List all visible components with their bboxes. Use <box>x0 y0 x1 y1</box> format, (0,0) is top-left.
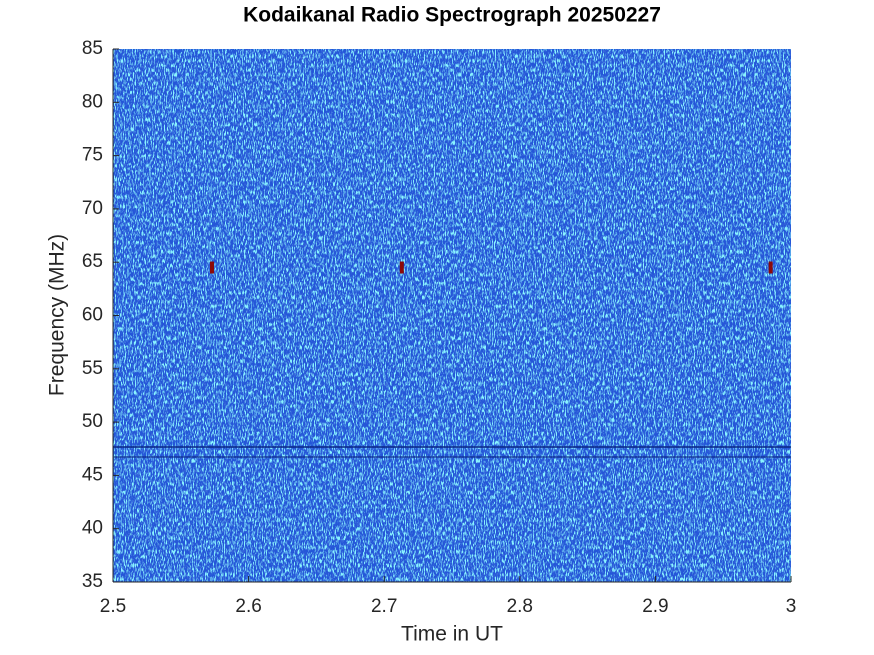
x-tick-label: 2.7 <box>371 596 397 617</box>
y-tick-label: 35 <box>82 571 103 592</box>
burst-spot <box>768 261 773 274</box>
x-tick-label: 2.9 <box>642 596 668 617</box>
chart-title: Kodaikanal Radio Spectrograph 20250227 <box>243 4 661 27</box>
burst-spot <box>209 261 214 274</box>
spectrogram-texture <box>113 49 791 582</box>
y-tick-label: 40 <box>82 518 103 539</box>
y-tick-label: 60 <box>82 305 103 326</box>
band-line <box>113 456 791 458</box>
band-line <box>113 446 791 448</box>
y-tick-label: 45 <box>82 464 103 485</box>
y-tick-label: 80 <box>82 91 103 112</box>
x-tick-label: 2.5 <box>100 596 126 617</box>
spectrogram <box>113 49 791 582</box>
y-tick-label: 50 <box>82 411 103 432</box>
y-tick-label: 55 <box>82 358 103 379</box>
x-tick-label: 2.6 <box>235 596 261 617</box>
y-tick-label: 65 <box>82 251 103 272</box>
x-tick-label: 2.8 <box>507 596 533 617</box>
y-tick-label: 75 <box>82 145 103 166</box>
x-tick-label: 3 <box>786 596 797 617</box>
y-tick-label: 70 <box>82 198 103 219</box>
y-axis-label: Frequency (MHz) <box>46 234 69 396</box>
x-axis-label: Time in UT <box>401 623 503 646</box>
burst-spot <box>399 261 404 274</box>
y-tick-label: 85 <box>82 38 103 59</box>
